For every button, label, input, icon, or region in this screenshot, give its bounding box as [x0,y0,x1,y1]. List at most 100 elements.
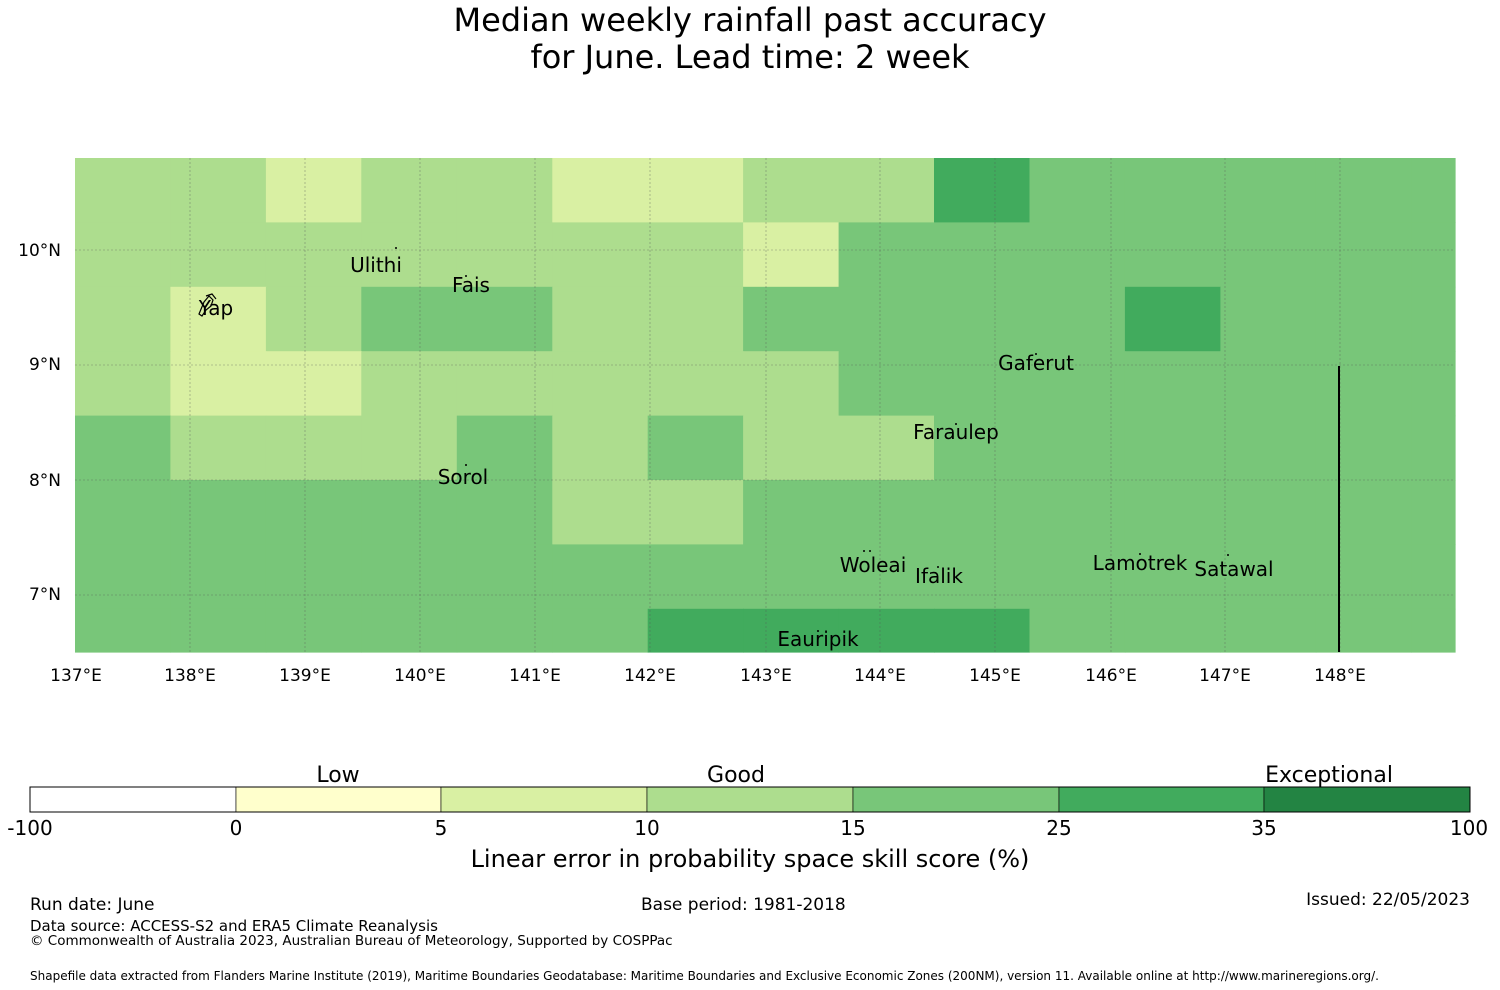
lon-tick-label: 145°E [969,666,1021,686]
colorbar-tick-label: 35 [1251,816,1276,840]
run-date: Run date: June [30,895,155,915]
skill-grid-cell [838,608,935,653]
lon-tick-label: 140°E [394,666,446,686]
skill-grid-cell [1411,480,1456,545]
island-dot [465,464,467,466]
skill-grid-cell [1029,158,1126,223]
island-dot [1035,353,1037,355]
skill-grid-cell [1220,286,1317,352]
skill-grid-cell [1411,608,1456,653]
skill-grid-cell [743,415,840,481]
skill-grid-cell [361,415,458,481]
colorbar-segment [235,786,442,813]
skill-grid-cell [743,222,840,288]
lon-tick-label: 143°E [740,666,792,686]
island-dot [1227,554,1229,556]
skill-grid-cell [1315,415,1412,481]
skill-grid-cell [1411,286,1456,352]
lon-tick-label: 139°E [279,666,331,686]
colorbar-segment [1263,786,1471,813]
skill-grid-cell [743,286,840,352]
skill-grid-cell [1220,608,1317,653]
skill-grid-cell [1411,222,1456,288]
island-label-woleai: Woleai [840,553,907,577]
skill-grid-cell [838,158,935,223]
skill-grid-cell [1124,222,1221,288]
skill-grid-cell [456,608,553,653]
colorbar-tick-label: 10 [634,816,659,840]
skill-grid-cell [934,415,1030,481]
skill-grid-cell [1220,415,1317,481]
skill-grid-cell [1124,158,1221,223]
legend-category-exceptional: Exceptional [1265,763,1393,788]
skill-grid-cell [647,608,744,653]
skill-grid-cell [1029,286,1126,352]
island-dot [817,630,819,632]
skill-grid-cell [1124,286,1221,352]
island-label-yap: Yap [198,296,233,320]
skill-grid-cell [838,351,935,417]
skill-grid-cell [1315,544,1412,610]
skill-grid-cell [361,480,458,545]
colorbar-legend: Low Good Exceptional -100 0 5 10 15 25 3… [7,763,1488,873]
island-label-faraulep: Faraulep [913,420,999,444]
island-label-eauripik: Eauripik [777,627,859,651]
colorbar-axis-label: Linear error in probability space skill … [471,845,1030,873]
map-title-line-2: for June. Lead time: 2 week [530,38,970,76]
skill-grid-cell [647,222,744,288]
colorbar-segments [29,786,1471,813]
skill-grid-cell [265,351,362,417]
skill-grid-cell [170,222,267,288]
colorbar-segment [1058,786,1265,813]
skill-grid-cell [1124,480,1221,545]
skill-grid-cell [934,222,1030,288]
lon-tick-label: 137°E [50,666,102,686]
colorbar-segment [440,786,648,813]
copyright-notice: © Commonwealth of Australia 2023, Austra… [30,933,673,949]
lat-tick-label: 9°N [29,355,61,375]
lon-tick-label: 144°E [854,666,906,686]
skill-grid-cell [170,608,267,653]
map-gridlines [75,158,1455,652]
skill-grid-cell [456,415,553,481]
skill-grid-cell [1315,351,1412,417]
skill-grid-cell [1315,480,1412,545]
skill-grid-cell [743,480,840,545]
skill-grid-cell [75,415,171,481]
lat-tick-label: 8°N [29,471,61,491]
island-dot [955,423,957,425]
skill-grid-cell [170,158,267,223]
lon-tick-label: 141°E [509,666,561,686]
colorbar-segment [852,786,1060,813]
skill-grid-cell [456,351,553,417]
skill-grid-cell [265,222,362,288]
skill-grid-cell [456,158,553,223]
colorbar-tick-label: 5 [435,816,448,840]
skill-grid-cell [265,286,362,352]
colorbar-tick-label: 0 [230,816,243,840]
skill-grid-cell [75,351,171,417]
skill-grid-cell [1411,158,1456,223]
skill-grid-cell [456,222,553,288]
skill-grid-cell [1220,544,1317,610]
island-label-lamotrek: Lamotrek [1093,551,1188,575]
skill-grid-cell [743,158,840,223]
skill-grid-cell [265,158,362,223]
skill-grid-cell [265,415,362,481]
skill-grid-cell [552,415,649,481]
skill-grid-cell [170,415,267,481]
data-source: Data source: ACCESS-S2 and ERA5 Climate … [30,917,438,935]
skill-grid-cell [361,222,458,288]
skill-grid-cell [647,158,744,223]
skill-grid-cell [1315,158,1412,223]
skill-grid-cell [934,608,1030,653]
skill-grid-cell [1315,286,1412,352]
colorbar-tick-label: 15 [840,816,865,840]
skill-grid-cell [552,608,649,653]
skill-grid-cell [552,286,649,352]
skill-grid-cell [934,351,1030,417]
island-dot [465,275,467,277]
skill-grid-cell [265,544,362,610]
skill-grid-cell [361,351,458,417]
skill-grid-cell [1029,608,1126,653]
